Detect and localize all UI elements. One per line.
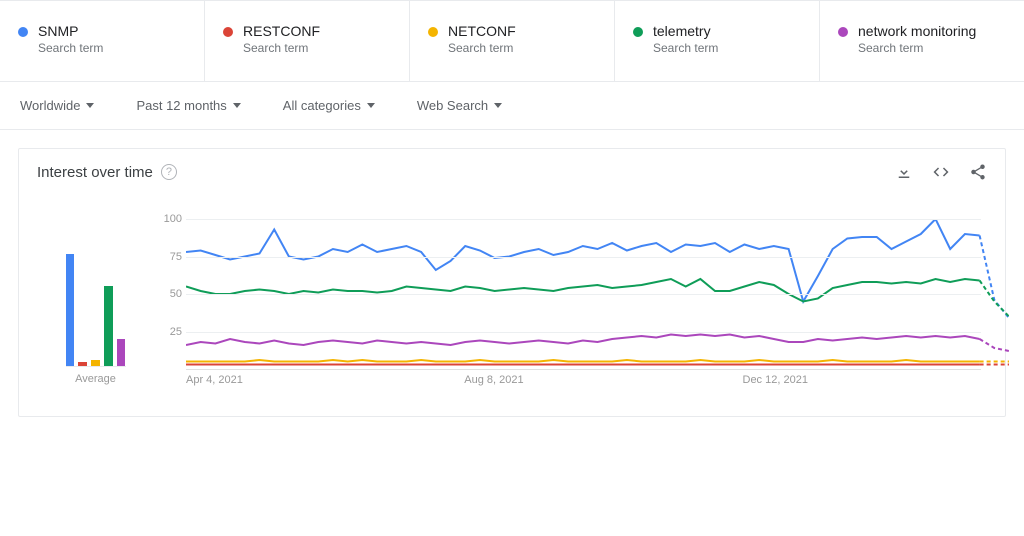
line-chart: 255075100Apr 4, 2021Aug 8, 2021Dec 12, 2… [158, 219, 981, 404]
term-cell[interactable]: telemetry Search term [615, 1, 820, 81]
x-axis: Apr 4, 2021Aug 8, 2021Dec 12, 2021 [186, 369, 981, 374]
filter-label: Past 12 months [136, 98, 226, 113]
chart-area: Average 255075100Apr 4, 2021Aug 8, 2021D… [19, 195, 1005, 416]
y-tick-label: 50 [158, 288, 182, 300]
grid-line [186, 219, 981, 220]
term-name: RESTCONF [243, 23, 320, 39]
grid-line [186, 332, 981, 333]
average-bar [91, 360, 100, 366]
embed-icon[interactable] [931, 163, 951, 181]
term-name: network monitoring [858, 23, 976, 39]
x-tick-label: Dec 12, 2021 [743, 374, 808, 386]
filters-row: Worldwide Past 12 months All categories Web… [0, 82, 1024, 130]
term-name: SNMP [38, 23, 103, 39]
filter-dropdown[interactable]: All categories [283, 98, 375, 113]
term-subtitle: Search term [243, 41, 320, 55]
download-icon[interactable] [895, 163, 913, 181]
grid-line [186, 257, 981, 258]
average-label: Average [75, 373, 116, 385]
average-bar [78, 362, 87, 366]
term-subtitle: Search term [653, 41, 718, 55]
term-subtitle: Search term [38, 41, 103, 55]
term-cell[interactable]: SNMP Search term [0, 1, 205, 81]
grid-line [186, 294, 981, 295]
filter-dropdown[interactable]: Worldwide [20, 98, 94, 113]
y-tick-label: 75 [158, 251, 182, 263]
series-line [186, 360, 980, 362]
filter-label: Worldwide [20, 98, 80, 113]
term-cell[interactable]: NETCONF Search term [410, 1, 615, 81]
filter-label: All categories [283, 98, 361, 113]
average-bar [104, 286, 113, 366]
term-cell[interactable]: network monitoring Search term [820, 1, 1024, 81]
series-line-projected [980, 339, 1009, 351]
card-header: Interest over time ? [19, 149, 1005, 195]
x-tick-label: Apr 4, 2021 [186, 374, 243, 386]
series-line [186, 335, 980, 346]
series-line-projected [980, 236, 1009, 319]
chevron-down-icon [494, 103, 502, 108]
help-icon[interactable]: ? [161, 164, 177, 180]
term-subtitle: Search term [448, 41, 516, 55]
term-name: telemetry [653, 23, 718, 39]
term-color-dot [223, 27, 233, 37]
term-name: NETCONF [448, 23, 516, 39]
share-icon[interactable] [969, 163, 987, 181]
term-color-dot [838, 27, 848, 37]
search-terms-row: SNMPSearch termRESTCONFSearch termNETCON… [0, 0, 1024, 82]
y-tick-label: 100 [158, 213, 182, 225]
x-tick-label: Aug 8, 2021 [464, 374, 523, 386]
average-column: Average [43, 219, 148, 404]
interest-card: Interest over time ? Average 25 50 75 100 Ap… [18, 148, 1006, 417]
term-color-dot [633, 27, 643, 37]
term-color-dot [18, 27, 28, 37]
filter-label: Web Search [417, 98, 488, 113]
average-bar [117, 339, 126, 366]
term-subtitle: Search term [858, 41, 976, 55]
filter-dropdown[interactable]: Web Search [417, 98, 502, 113]
average-bar [66, 254, 75, 366]
card-title: Interest over time [37, 164, 153, 181]
average-bars [66, 219, 126, 367]
filter-dropdown[interactable]: Past 12 months [136, 98, 240, 113]
series-line [186, 219, 980, 302]
term-color-dot [428, 27, 438, 37]
series-line [186, 279, 980, 302]
chevron-down-icon [367, 103, 375, 108]
y-tick-label: 25 [158, 326, 182, 338]
term-cell[interactable]: RESTCONF Search term [205, 1, 410, 81]
chevron-down-icon [233, 103, 241, 108]
chevron-down-icon [86, 103, 94, 108]
